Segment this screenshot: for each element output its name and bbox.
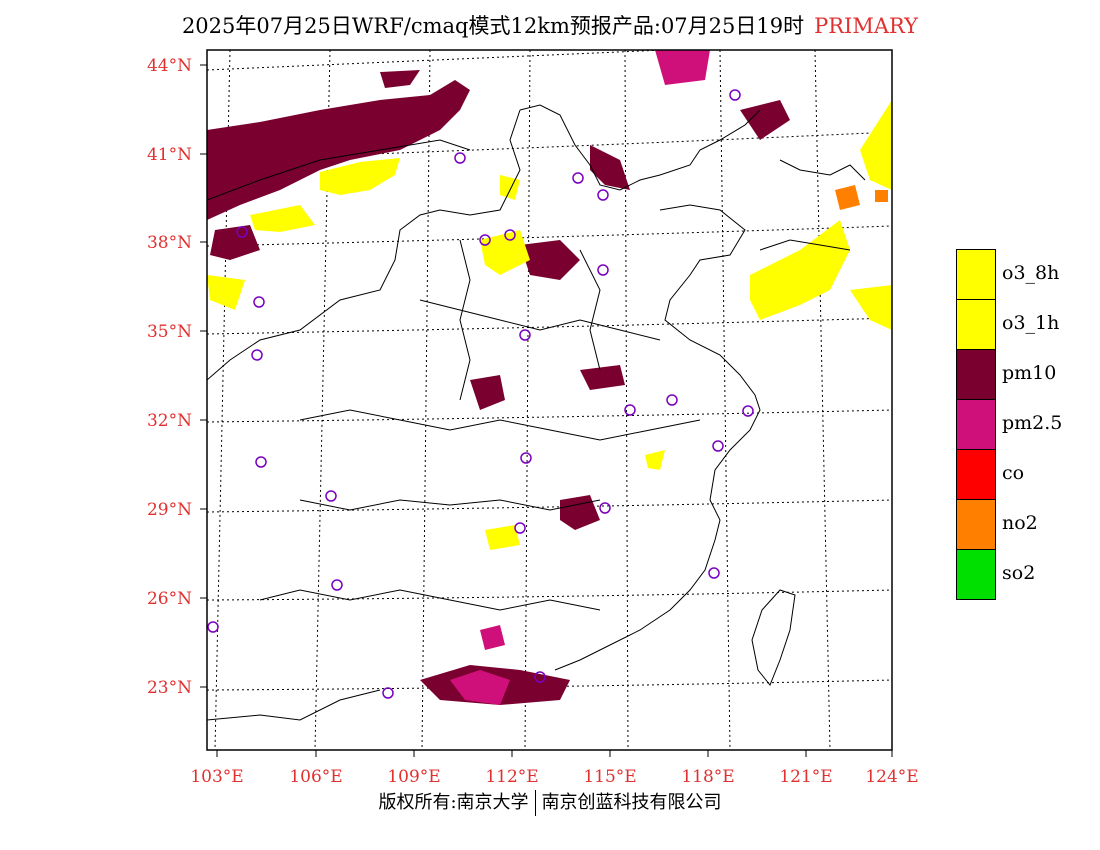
legend-label: o3_8h [1002, 262, 1060, 284]
boundaries [207, 104, 866, 721]
lon-label: 109°E [387, 767, 440, 787]
legend-label: pm2.5 [1002, 412, 1063, 434]
lon-label: 124°E [865, 767, 918, 787]
lon-label: 118°E [681, 767, 734, 787]
map-title-tag: PRIMARY [814, 14, 919, 38]
lon-labels: 103°E 106°E 109°E 112°E 115°E 118°E 121°E 124°E [190, 767, 918, 787]
legend-label: so2 [1002, 562, 1036, 584]
legend-label: pm10 [1002, 362, 1057, 384]
pm25-regions [450, 50, 710, 705]
lat-labels: 44°N 41°N 38°N 35°N 32°N 29°N 26°N 23°N [147, 56, 192, 698]
legend-item: no2 [956, 499, 1100, 550]
axis-ticks [200, 64, 893, 757]
lon-label: 115°E [583, 767, 636, 787]
map-frame [206, 49, 893, 751]
map-content [207, 50, 892, 750]
lat-label: 23°N [147, 678, 192, 698]
legend-item: pm10 [956, 349, 1100, 400]
lon-label: 106°E [289, 767, 342, 787]
legend-swatch [956, 249, 996, 300]
map-title: 2025年07月25日WRF/cmaq模式12km预报产品:07月25日19时 P… [0, 10, 1100, 40]
legend-swatch [956, 349, 996, 400]
footer-separator [534, 790, 536, 816]
legend: o3_8h o3_1h pm10 pm2.5 co no2 so2 [956, 249, 1100, 600]
pm10-regions [207, 70, 790, 705]
lat-label: 38°N [147, 233, 192, 253]
legend-item: co [956, 449, 1100, 500]
lat-label: 35°N [147, 322, 192, 342]
legend-swatch [956, 399, 996, 450]
lat-label: 26°N [147, 589, 192, 609]
footer-left: 版权所有:南京大学 [378, 792, 529, 813]
lon-label: 112°E [485, 767, 538, 787]
legend-swatch [956, 449, 996, 500]
lat-label: 32°N [147, 411, 192, 431]
legend-item: o3_8h [956, 249, 1100, 300]
legend-item: so2 [956, 549, 1100, 600]
lat-label: 41°N [147, 145, 192, 165]
legend-item: pm2.5 [956, 399, 1100, 450]
lat-label: 29°N [147, 500, 192, 520]
o3-regions [207, 100, 892, 550]
lat-label: 44°N [147, 56, 192, 76]
legend-swatch [956, 299, 996, 350]
legend-label: no2 [1002, 512, 1038, 534]
station-markers [207, 89, 754, 699]
legend-swatch [956, 499, 996, 550]
legend-swatch [956, 549, 996, 600]
footer-right: 南京创蓝科技有限公司 [541, 792, 722, 813]
lon-label: 121°E [779, 767, 832, 787]
no2-regions [835, 185, 888, 210]
copyright-footer: 版权所有:南京大学 南京创蓝科技有限公司 [0, 788, 1100, 816]
map-title-main: 2025年07月25日WRF/cmaq模式12km预报产品:07月25日19时 [181, 14, 805, 38]
legend-label: co [1002, 462, 1025, 484]
legend-item: o3_1h [956, 299, 1100, 350]
legend-label: o3_1h [1002, 312, 1060, 334]
lon-label: 103°E [190, 767, 243, 787]
